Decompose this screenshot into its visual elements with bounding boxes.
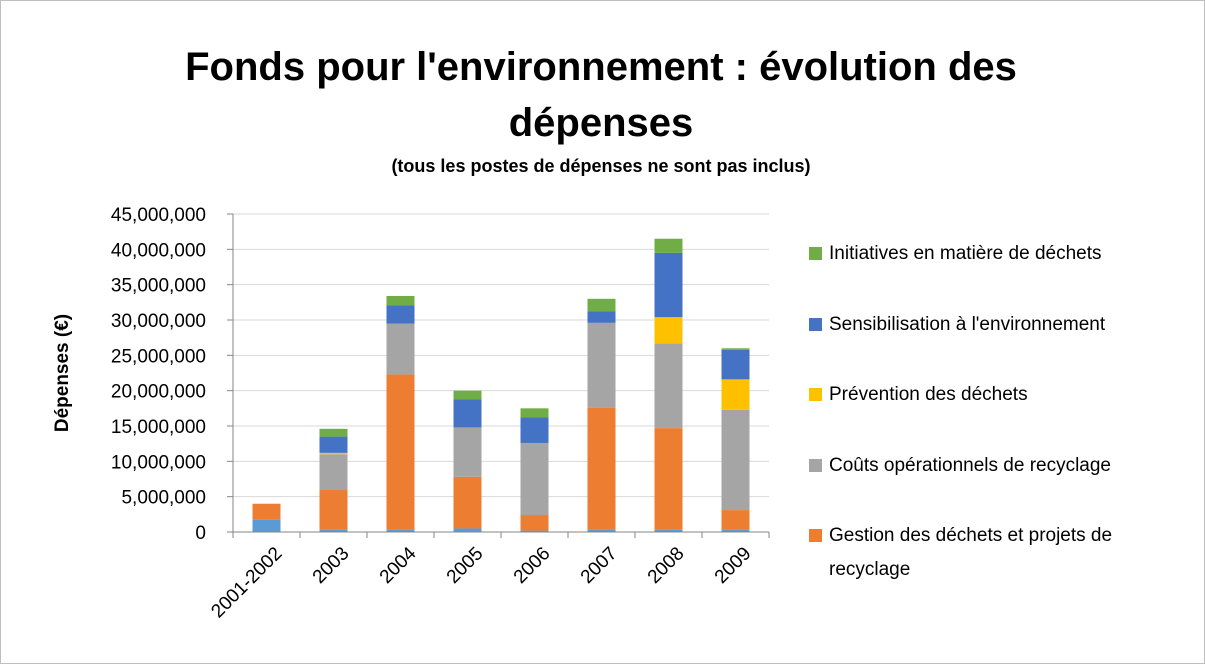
bar-segment: [587, 298, 616, 312]
bar-segment: [721, 379, 750, 410]
bar-segment: [453, 390, 482, 400]
bar-segment: [453, 399, 482, 428]
chart-subtitle: (tous les postes de dépenses ne sont pas…: [391, 156, 811, 176]
bar-segment: [721, 349, 750, 380]
legend-item: Sensibilisation à l'environnement: [809, 308, 1194, 342]
legend-item: Initiatives en matière de déchets: [809, 237, 1194, 271]
bar-segment: [319, 428, 348, 437]
legend-swatch: [809, 529, 822, 542]
legend-swatch: [809, 317, 822, 331]
bar-segment: [587, 322, 616, 408]
chart-title: Fonds pour l'environnement : évolution d…: [185, 45, 1017, 145]
bar-segment: [654, 317, 683, 344]
bar-segment: [453, 427, 482, 477]
bar-segment: [721, 348, 750, 350]
y-tick-label: 10,000,000: [111, 452, 206, 473]
bar-segment: [721, 510, 750, 530]
y-tick-label: 25,000,000: [111, 346, 206, 367]
legend-item: Gestion des déchets et projets de recycl…: [809, 519, 1194, 587]
bar-segment: [721, 409, 750, 511]
bar-segment: [319, 529, 348, 532]
x-tick-label: 2008: [644, 543, 689, 588]
y-tick-label: 15,000,000: [111, 417, 206, 438]
bar-segment: [319, 454, 348, 490]
legend-swatch: [809, 247, 822, 260]
legend-label: Coûts opérationnels de recyclage: [829, 454, 1112, 476]
legend-swatch: [809, 388, 822, 401]
bar-segment: [386, 295, 415, 306]
bar-segment: [386, 529, 415, 532]
bar-segment: [587, 311, 616, 323]
x-tick-label: 2005: [443, 543, 488, 588]
bar-segment: [520, 408, 549, 418]
bar-segment: [520, 530, 549, 532]
y-tick-label: 5,000,000: [121, 488, 206, 509]
legend-label: Prévention des déchets: [829, 384, 1028, 405]
bar-segment: [453, 528, 482, 532]
bar-segment: [319, 452, 348, 455]
bar-segment: [319, 489, 348, 530]
bar-segment: [654, 428, 683, 530]
bar-segment: [386, 323, 415, 375]
legend-item: Coûts opérationnels de recyclage: [809, 449, 1194, 483]
legend-label: Initiatives en matière de déchets: [829, 243, 1102, 264]
bar-segment: [520, 515, 549, 531]
legend-item: Prévention des déchets: [809, 378, 1194, 412]
x-tick-label: 2001-2002: [207, 543, 286, 622]
legend-label: Sensibilisation à l'environnement: [829, 313, 1106, 335]
y-tick-label: 40,000,000: [111, 240, 206, 261]
legend-swatch: [809, 458, 822, 472]
y-tick-label: 35,000,000: [111, 276, 206, 297]
bar-segment: [654, 238, 683, 253]
x-tick-label: 2006: [510, 543, 555, 588]
y-tick-label: 30,000,000: [111, 311, 206, 332]
legend-label: Gestion des déchets et projets de recycl…: [829, 525, 1113, 580]
bar-segment: [453, 476, 482, 529]
bar-segment: [654, 343, 683, 429]
x-tick-label: 2003: [309, 543, 354, 588]
bar-segment: [721, 529, 750, 532]
bar-segment: [520, 442, 549, 516]
bar-segment: [319, 436, 348, 453]
bar-segment: [386, 305, 415, 324]
x-tick-label: 2007: [577, 543, 622, 588]
y-tick-label: 45,000,000: [111, 205, 206, 226]
bar-segment: [654, 252, 683, 318]
x-tick-label: 2004: [376, 543, 421, 588]
bar-segment: [654, 529, 683, 532]
y-tick-label: 20,000,000: [111, 382, 206, 403]
bar-segment: [587, 407, 616, 530]
bar-segment: [252, 519, 281, 532]
y-axis-label: Dépenses (€): [52, 314, 73, 432]
bar-segment: [252, 503, 281, 520]
y-tick-label: 0: [195, 523, 206, 544]
x-tick-label: 2009: [711, 543, 756, 588]
bar-segment: [587, 529, 616, 532]
bar-segment: [520, 417, 549, 443]
bar-segment: [386, 374, 415, 530]
